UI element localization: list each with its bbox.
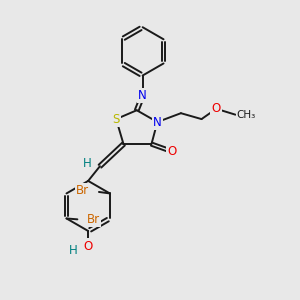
- Text: O: O: [83, 240, 93, 253]
- Text: H: H: [83, 157, 92, 170]
- Text: O: O: [212, 102, 221, 115]
- Text: N: N: [138, 89, 147, 102]
- Text: S: S: [112, 112, 120, 126]
- Text: H: H: [69, 244, 78, 256]
- Text: Br: Br: [76, 184, 89, 197]
- Text: CH₃: CH₃: [237, 110, 256, 120]
- Text: N: N: [153, 116, 162, 128]
- Text: Br: Br: [87, 213, 100, 226]
- Text: O: O: [167, 145, 177, 158]
